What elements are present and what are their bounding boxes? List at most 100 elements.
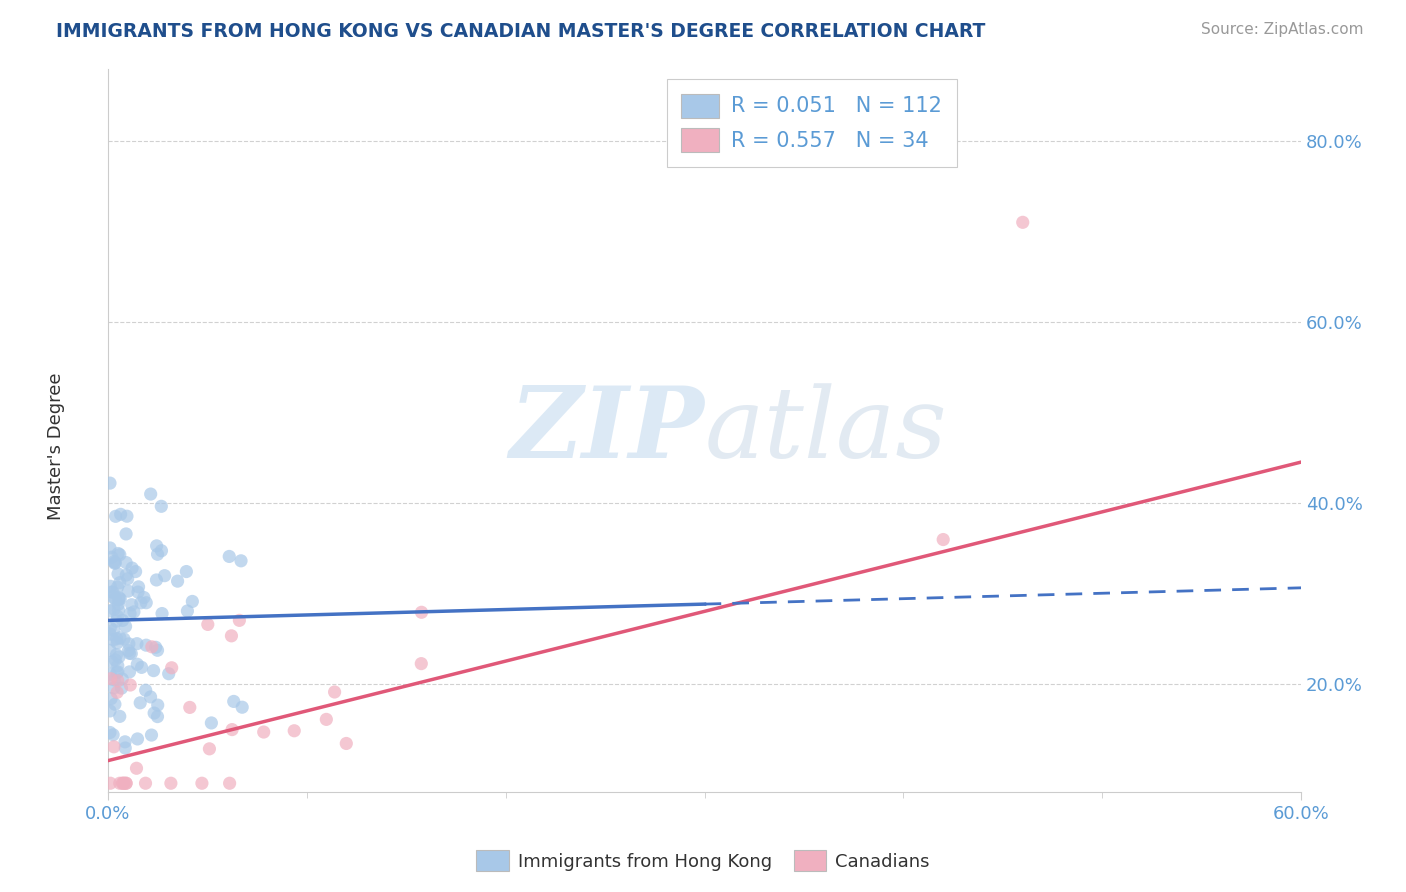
Point bbox=[101, 655, 124, 669]
Point bbox=[103, 623, 125, 637]
Point bbox=[135, 683, 157, 698]
Point bbox=[141, 728, 163, 742]
Point bbox=[105, 685, 128, 699]
Point bbox=[98, 604, 121, 618]
Point bbox=[103, 555, 125, 569]
Point bbox=[141, 640, 163, 654]
Point bbox=[335, 736, 357, 750]
Point bbox=[127, 585, 149, 599]
Point bbox=[101, 550, 124, 565]
Point bbox=[283, 723, 305, 738]
Text: Master's Degree: Master's Degree bbox=[48, 372, 65, 520]
Point bbox=[115, 509, 138, 524]
Point bbox=[98, 476, 121, 491]
Point bbox=[107, 580, 129, 594]
Point bbox=[315, 712, 337, 726]
Point bbox=[107, 547, 129, 561]
Point bbox=[100, 672, 122, 686]
Point bbox=[153, 568, 176, 582]
Point bbox=[103, 673, 125, 687]
Point bbox=[146, 643, 169, 657]
Point bbox=[104, 509, 127, 524]
Point bbox=[132, 591, 155, 605]
Point bbox=[198, 741, 221, 756]
Point bbox=[125, 637, 148, 651]
Point bbox=[107, 609, 129, 624]
Point bbox=[115, 776, 138, 790]
Point bbox=[143, 706, 166, 720]
Point bbox=[145, 539, 167, 553]
Point bbox=[114, 735, 136, 749]
Point bbox=[176, 604, 198, 618]
Point bbox=[104, 557, 127, 571]
Point bbox=[139, 690, 162, 704]
Point bbox=[112, 776, 135, 790]
Point bbox=[114, 619, 136, 633]
Point bbox=[117, 643, 139, 657]
Point bbox=[200, 715, 222, 730]
Point bbox=[110, 681, 132, 695]
Point bbox=[145, 573, 167, 587]
Point bbox=[135, 776, 157, 790]
Legend: R = 0.051   N = 112, R = 0.557   N = 34: R = 0.051 N = 112, R = 0.557 N = 34 bbox=[666, 78, 956, 167]
Point bbox=[228, 613, 250, 627]
Point bbox=[135, 638, 157, 652]
Point bbox=[118, 637, 141, 651]
Point bbox=[146, 547, 169, 561]
Point bbox=[139, 487, 162, 501]
Point bbox=[323, 685, 346, 699]
Point bbox=[108, 649, 131, 664]
Point bbox=[110, 508, 132, 522]
Point bbox=[125, 761, 148, 775]
Point bbox=[98, 667, 121, 681]
Point bbox=[115, 776, 138, 790]
Point bbox=[117, 572, 139, 586]
Point bbox=[108, 776, 131, 790]
Point bbox=[104, 698, 127, 712]
Point bbox=[121, 561, 143, 575]
Point bbox=[101, 590, 124, 604]
Point bbox=[101, 585, 124, 599]
Point bbox=[221, 629, 243, 643]
Point bbox=[112, 632, 135, 646]
Text: atlas: atlas bbox=[704, 383, 948, 478]
Point bbox=[98, 776, 121, 790]
Point bbox=[98, 725, 121, 739]
Point bbox=[146, 709, 169, 723]
Point bbox=[118, 646, 141, 660]
Point bbox=[135, 596, 157, 610]
Point bbox=[191, 776, 214, 790]
Point bbox=[111, 776, 134, 790]
Text: ZIP: ZIP bbox=[509, 382, 704, 479]
Point bbox=[129, 596, 152, 610]
Point bbox=[98, 579, 121, 593]
Point bbox=[110, 591, 132, 606]
Point bbox=[105, 648, 128, 662]
Point bbox=[100, 691, 122, 706]
Point bbox=[131, 660, 153, 674]
Legend: Immigrants from Hong Kong, Canadians: Immigrants from Hong Kong, Canadians bbox=[470, 843, 936, 879]
Point bbox=[108, 709, 131, 723]
Point bbox=[150, 500, 173, 514]
Point bbox=[127, 731, 149, 746]
Point bbox=[107, 566, 129, 581]
Point bbox=[98, 621, 121, 635]
Point bbox=[107, 658, 129, 673]
Point bbox=[120, 647, 142, 661]
Point bbox=[121, 598, 143, 612]
Point bbox=[108, 548, 131, 562]
Point bbox=[111, 672, 134, 686]
Point bbox=[157, 666, 180, 681]
Point bbox=[104, 556, 127, 570]
Text: IMMIGRANTS FROM HONG KONG VS CANADIAN MASTER'S DEGREE CORRELATION CHART: IMMIGRANTS FROM HONG KONG VS CANADIAN MA… bbox=[56, 22, 986, 41]
Point bbox=[115, 527, 138, 541]
Point bbox=[105, 636, 128, 650]
Point bbox=[108, 591, 131, 605]
Point bbox=[218, 776, 240, 790]
Point bbox=[107, 673, 129, 688]
Point bbox=[98, 541, 121, 555]
Text: Source: ZipAtlas.com: Source: ZipAtlas.com bbox=[1201, 22, 1364, 37]
Point bbox=[107, 598, 129, 612]
Point bbox=[146, 698, 169, 712]
Point bbox=[179, 700, 201, 714]
